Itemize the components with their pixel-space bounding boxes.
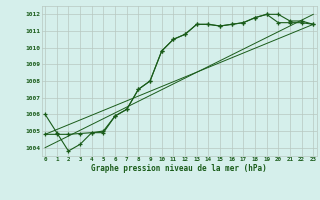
X-axis label: Graphe pression niveau de la mer (hPa): Graphe pression niveau de la mer (hPa)	[91, 164, 267, 173]
